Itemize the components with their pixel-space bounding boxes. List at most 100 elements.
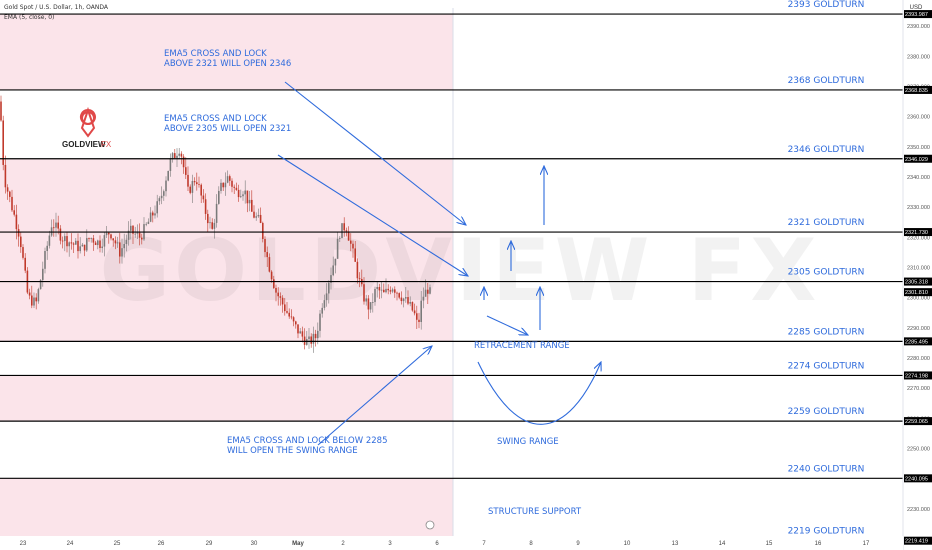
level-price-tag[interactable]	[904, 337, 932, 346]
candle-body	[405, 297, 407, 299]
current-price-tag[interactable]	[904, 288, 932, 297]
candle-body	[237, 189, 240, 198]
candle-body	[345, 230, 348, 232]
candle-body	[207, 213, 209, 224]
level-price-text: 2368.835	[905, 88, 928, 94]
time-tick-label: 13	[672, 541, 679, 547]
candle-body	[259, 214, 262, 223]
time-tick-label: 16	[815, 541, 822, 547]
goldturn-label: 2346 GOLDTURN	[788, 145, 865, 155]
candle-body	[152, 212, 154, 216]
level-price-tag[interactable]	[904, 154, 932, 163]
level-price-text: 2240.095	[905, 476, 928, 482]
candle-body	[149, 212, 152, 222]
annotation-arrow	[486, 315, 528, 335]
candle-body	[264, 238, 266, 253]
level-price-tag[interactable]	[904, 536, 932, 545]
candle-body	[90, 238, 92, 239]
candle-body	[37, 289, 40, 302]
candle-body	[413, 310, 416, 314]
level-price-tag[interactable]	[904, 10, 932, 19]
candle-body	[286, 311, 288, 313]
candle-body	[325, 293, 328, 301]
candle-body	[297, 324, 299, 334]
price-axis: USD2220.0002230.0002240.0002250.0002260.…	[902, 0, 932, 550]
candle-body	[138, 232, 141, 238]
level-price-tag[interactable]	[904, 474, 932, 483]
price-tick-label: 2280.000	[907, 356, 930, 362]
candle-body	[70, 242, 73, 244]
candle-body	[275, 287, 277, 293]
candle-body	[389, 290, 392, 292]
candle-body	[290, 316, 293, 318]
time-tick-label: 6	[435, 541, 439, 547]
level-price-tag[interactable]	[904, 228, 932, 237]
candle-body	[202, 195, 205, 200]
candle-body	[398, 293, 400, 298]
time-tick-label: 25	[114, 541, 121, 547]
candle-body	[191, 181, 194, 193]
level-price-tag[interactable]	[904, 277, 932, 286]
candle-body	[411, 302, 414, 311]
time-tick-label: 23	[20, 541, 27, 547]
candle-body	[288, 312, 290, 317]
timeline-marker-icon[interactable]	[425, 520, 435, 530]
candle-body	[372, 302, 374, 303]
candle-body	[77, 240, 79, 252]
candle-body	[160, 195, 163, 199]
candle-body	[220, 182, 222, 191]
candle-body	[277, 292, 279, 297]
price-axis-bg	[903, 0, 932, 550]
candle-body	[347, 231, 350, 241]
candle-body	[253, 211, 255, 218]
annotation-arrow	[277, 154, 468, 276]
candle-body	[61, 240, 64, 242]
candle-body	[226, 176, 229, 183]
candle-body	[163, 191, 165, 196]
candle-body	[248, 199, 251, 204]
goldturn-labels-layer: 2393 GOLDTURN 2368 GOLDTURN 2346 GOLDTURN 2…	[788, 0, 865, 537]
candle-body	[350, 240, 352, 244]
candle-body	[310, 336, 312, 344]
candle-body	[319, 313, 321, 331]
price-tick-label: 2270.000	[907, 386, 930, 392]
candle-body	[369, 302, 372, 310]
indicator-legend[interactable]: EMA (5, close, 0)	[4, 14, 55, 21]
time-axis: 23 24 25 26 29 30 May 2 3 6 7 8 9 10 13 14 15 16 17	[0, 520, 903, 550]
price-tick-label: 2340.000	[907, 175, 930, 181]
level-price-tag[interactable]	[904, 85, 932, 94]
candle-body	[171, 153, 174, 159]
level-price-tag[interactable]	[904, 417, 932, 426]
supply-zone	[0, 158, 453, 342]
candle-body	[396, 292, 398, 294]
candle-body	[420, 300, 422, 322]
candle-body	[103, 235, 106, 247]
candle-body	[83, 244, 86, 251]
candle-body	[134, 233, 136, 235]
time-tick-label: 8	[529, 541, 533, 547]
candle-body	[108, 232, 110, 235]
candle-body	[246, 190, 249, 204]
candle-body	[409, 302, 411, 304]
candle-body	[416, 313, 418, 320]
candle-body	[266, 252, 268, 258]
candle-body	[328, 282, 330, 294]
price-tick-label: 2300.000	[907, 296, 930, 302]
candle-body	[114, 240, 117, 244]
candle-body	[6, 187, 9, 192]
candle-body	[242, 194, 244, 197]
candle-body	[402, 298, 405, 302]
annotation-text: EMA5 CROSS AND LOCK	[164, 49, 267, 59]
candle-body	[187, 174, 189, 187]
candle-body	[123, 243, 125, 249]
time-tick-label: 26	[158, 541, 165, 547]
candle-body	[97, 240, 99, 246]
time-tick-label: 2	[341, 541, 345, 547]
goldturn-label: 2259 GOLDTURN	[788, 407, 865, 417]
price-tick-label: 2250.000	[907, 446, 930, 452]
candle-body	[314, 333, 317, 339]
level-price-tag[interactable]	[904, 371, 932, 380]
candle-body	[244, 190, 246, 195]
